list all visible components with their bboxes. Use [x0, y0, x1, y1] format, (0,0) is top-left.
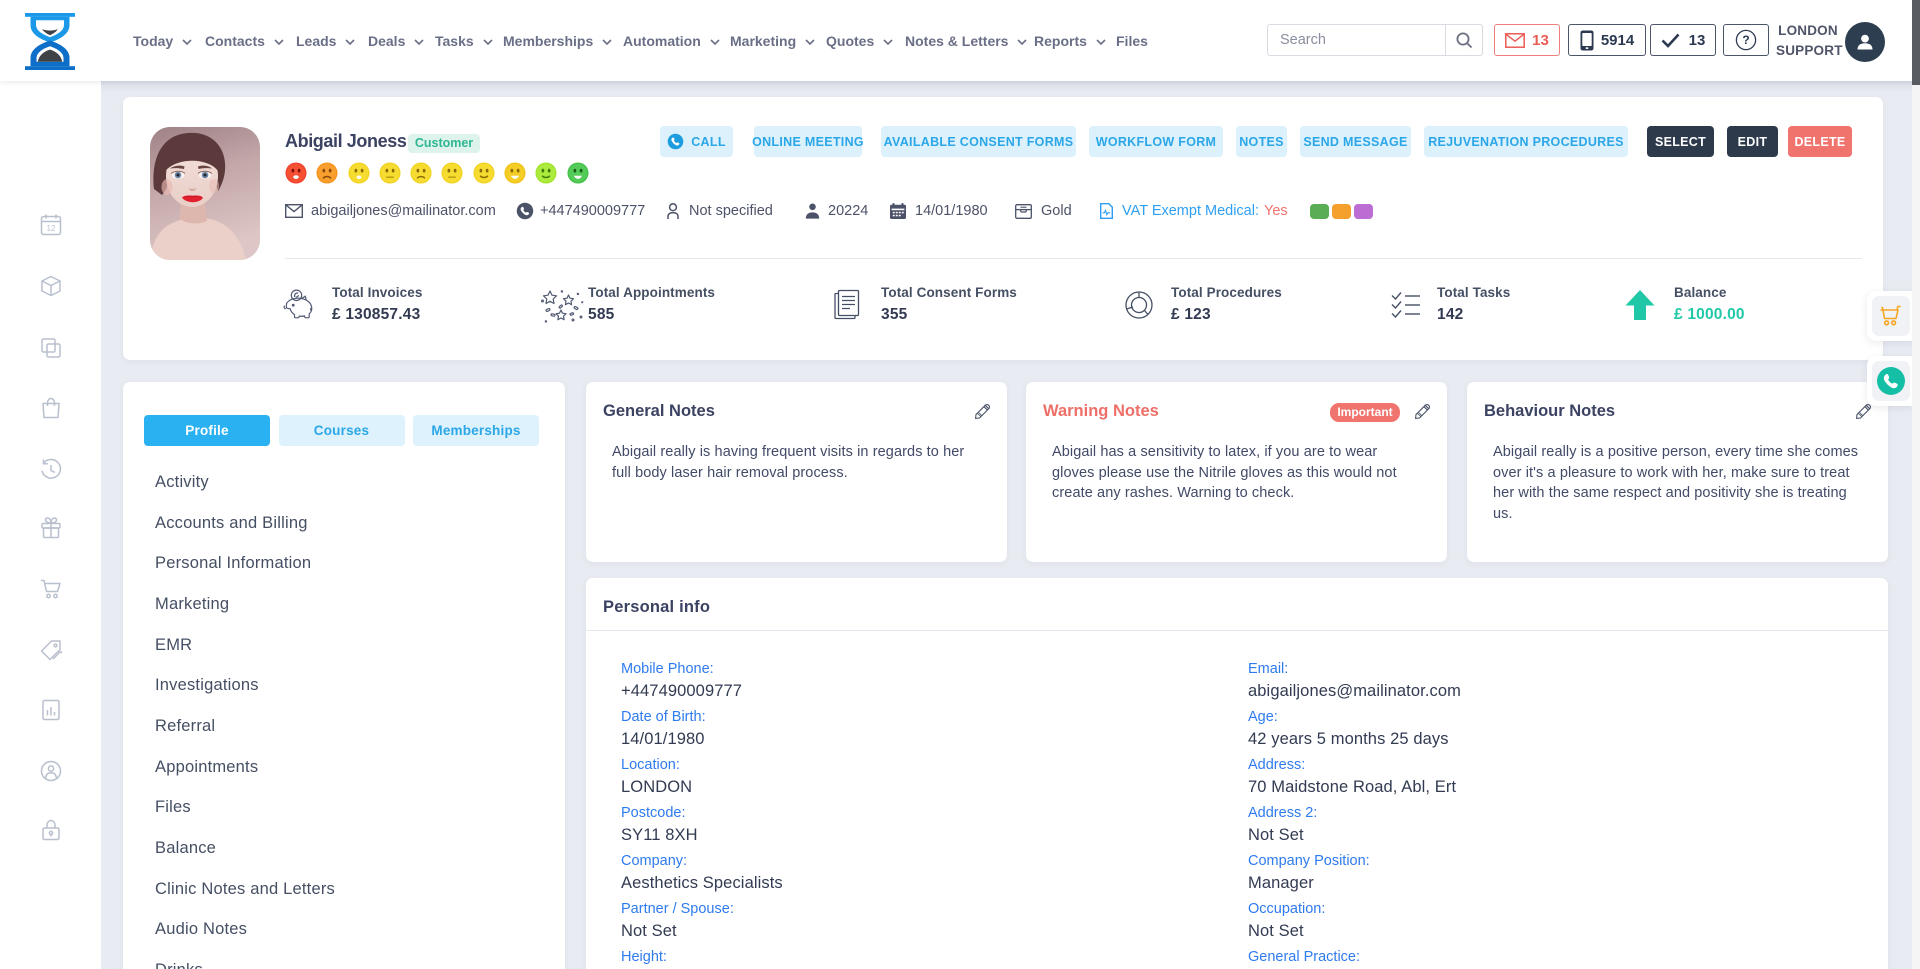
- svg-text:12: 12: [47, 224, 56, 233]
- svg-text:?: ?: [1742, 33, 1749, 47]
